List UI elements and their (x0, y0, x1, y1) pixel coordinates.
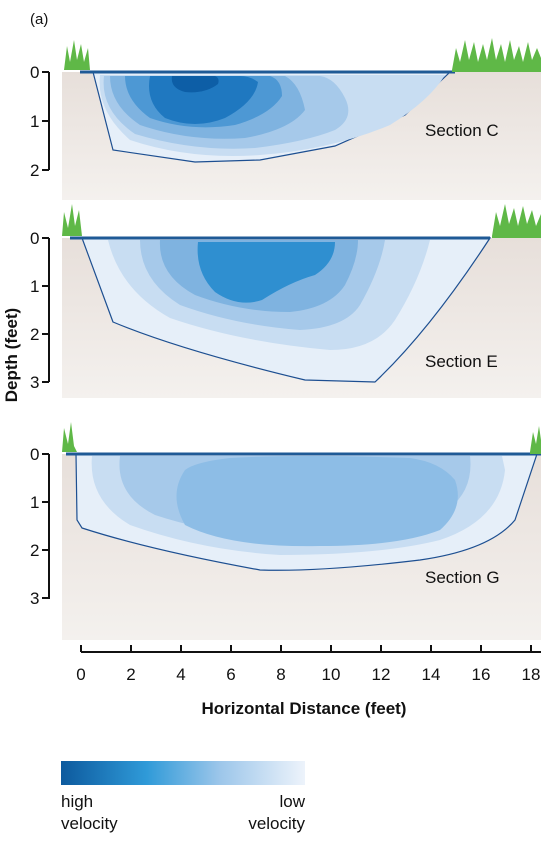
x-tick-label-18: 18 (522, 665, 541, 684)
section-c-tick-1: 1 (30, 112, 39, 131)
x-tick-label-0: 0 (76, 665, 85, 684)
section-c-tick-2: 2 (30, 161, 39, 180)
x-axis: 0 2 4 6 8 10 12 14 16 18 (76, 645, 541, 684)
x-tick-label-6: 6 (226, 665, 235, 684)
y-axis-title: Depth (feet) (2, 308, 21, 402)
section-c-label: Section C (425, 121, 499, 140)
section-c-grass-left (64, 40, 90, 70)
x-tick-label-2: 2 (126, 665, 135, 684)
x-tick-label-16: 16 (472, 665, 491, 684)
x-tick-label-8: 8 (276, 665, 285, 684)
section-c-grass-right (452, 38, 541, 72)
section-e-label: Section E (425, 352, 498, 371)
section-e-panel: 0 1 2 3 Section E (30, 204, 541, 398)
section-c-contour-6 (171, 76, 219, 93)
section-e-grass-left (62, 204, 82, 236)
section-e-tick-0: 0 (30, 229, 39, 248)
section-g-grass-left (62, 422, 77, 452)
section-g-label: Section G (425, 568, 500, 587)
legend-high-velocity-label: velocity (61, 814, 118, 833)
section-g-tick-3: 3 (30, 589, 39, 608)
section-e-grass-right (492, 204, 541, 238)
section-e-contour-4 (197, 242, 335, 303)
x-tick-label-4: 4 (176, 665, 185, 684)
section-e-tick-3: 3 (30, 373, 39, 392)
legend-gradient-bar (61, 761, 305, 785)
section-g-tick-1: 1 (30, 493, 39, 512)
section-g-tick-0: 0 (30, 445, 39, 464)
x-tick-label-10: 10 (322, 665, 341, 684)
section-c-tick-0: 0 (30, 63, 39, 82)
section-g-tick-2: 2 (30, 541, 39, 560)
section-c-contour-5 (149, 76, 258, 124)
section-c-panel: 0 1 2 Section C (30, 38, 541, 200)
legend-high-label: high (61, 792, 93, 811)
section-g-grass-right (530, 426, 541, 454)
legend-low-label: low (279, 792, 305, 811)
x-axis-title: Horizontal Distance (feet) (202, 699, 407, 718)
section-e-tick-1: 1 (30, 277, 39, 296)
legend: high velocity low velocity (61, 761, 306, 833)
section-e-tick-2: 2 (30, 325, 39, 344)
panel-label: (a) (30, 11, 48, 28)
legend-low-velocity-label: velocity (248, 814, 305, 833)
section-g-panel: 0 1 2 3 Section G (30, 422, 541, 640)
x-tick-label-12: 12 (372, 665, 391, 684)
x-tick-label-14: 14 (422, 665, 441, 684)
section-g-contour-3 (176, 456, 458, 547)
